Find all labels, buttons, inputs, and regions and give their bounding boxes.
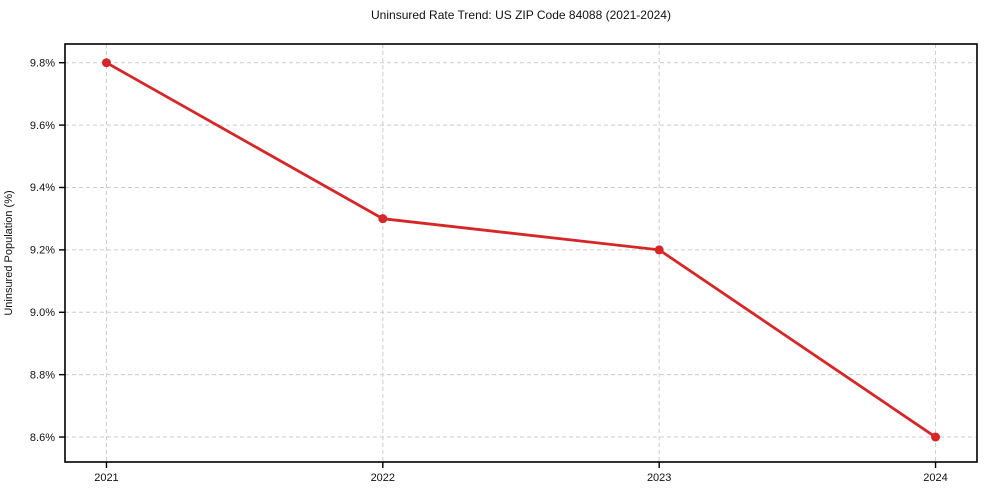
y-tick-label: 9.8%	[30, 57, 55, 69]
chart-title: Uninsured Rate Trend: US ZIP Code 84088 …	[371, 8, 671, 22]
y-tick-label: 8.8%	[30, 369, 55, 381]
data-point-marker	[654, 245, 664, 255]
trend-line	[105, 61, 937, 439]
data-point-marker	[101, 58, 111, 68]
data-point-marker	[931, 432, 941, 442]
x-tick-label: 2022	[371, 472, 395, 484]
x-tick-label: 2021	[94, 472, 118, 484]
plot-border	[64, 43, 978, 463]
y-tick-label: 9.0%	[30, 307, 55, 319]
x-tick-label: 2024	[923, 472, 947, 484]
y-tick-label: 9.2%	[30, 245, 55, 257]
y-tick-label: 9.6%	[30, 120, 55, 132]
y-tick-label: 9.4%	[30, 182, 55, 194]
x-tick-label: 2023	[647, 472, 671, 484]
y-tick-label: 8.6%	[30, 432, 55, 444]
data-point-marker	[378, 214, 388, 224]
